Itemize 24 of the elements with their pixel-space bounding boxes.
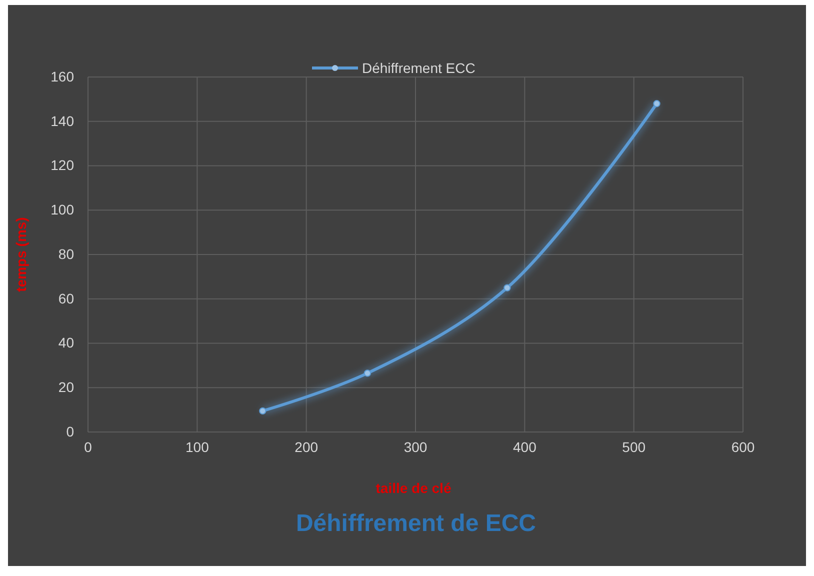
point [653,100,660,108]
point [259,407,266,415]
x-tick-label: 400 [512,438,537,455]
y-tick-label: 80 [58,246,74,262]
x-tick-label: 200 [294,438,318,455]
x-tick-label: 600 [731,438,755,455]
y-tick-label: 120 [50,157,74,174]
x-axis-title: taille de clé [376,480,452,496]
text: Déhiffrement de ECC [296,510,536,537]
point [364,370,372,377]
x-tick-label: 0 [84,438,92,455]
x-tick-label: 100 [185,438,210,455]
x-tick-label: 500 [622,438,646,455]
point [504,284,511,292]
y-tick-label: 160 [50,68,74,84]
y-tick-label: 20 [58,379,74,396]
x-tick-label: 300 [404,438,428,455]
y-tick-label: 40 [58,334,74,351]
y-tick-label: 140 [50,112,74,129]
y-tick-label: 60 [58,290,74,306]
legend-label: Déhiffrement ECC [362,60,476,76]
y-tick-label: 0 [66,423,74,440]
y-tick-label: 100 [50,202,74,218]
y-axis-title: temps (ms) [13,217,29,292]
